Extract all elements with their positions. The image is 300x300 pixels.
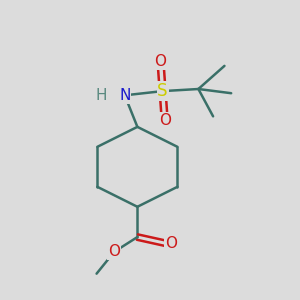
Text: H: H: [96, 88, 107, 103]
Text: O: O: [165, 236, 177, 251]
Text: O: O: [159, 113, 171, 128]
Text: O: O: [108, 244, 120, 259]
Text: O: O: [154, 54, 166, 69]
Text: S: S: [158, 82, 168, 100]
Text: N: N: [119, 88, 130, 103]
